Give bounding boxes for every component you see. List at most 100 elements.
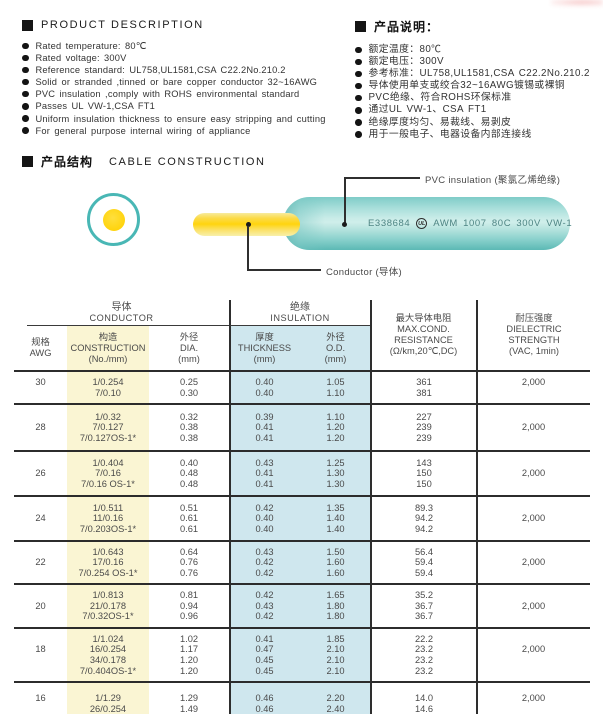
cell-value: 1.20 [326,432,345,443]
cell-value: 17/0.16 [92,557,124,568]
cell-value: 2,000 [521,422,546,433]
desc-en-item-text: Solid or stranded ,tinned or bare copper… [35,77,318,88]
cell-value: 1.20 [179,655,199,665]
cell-value: 1/0.32 [95,411,121,422]
cell-value: 0.51 [179,502,199,513]
cell-value: 0.38 [179,422,199,433]
desc-cn-item-text: 额定电压：300V [368,56,444,68]
ul-logo-icon: UL [416,218,428,229]
cell-resistance: 22.2 23.2 23.2 23.2 [371,629,477,681]
cell-resistance: 56.4 59.4 59.4 [371,542,477,583]
cell-strength: 2,000 [477,405,590,450]
conductor-group-header: 导体 CONDUCTOR [14,302,229,324]
cell-construction: 1/0.404 7/0.16 7/0.16 OS-1* [67,452,149,495]
cell-awg: 16 [14,683,67,714]
desc-en-item-text: PVC insulation ,comply with ROHS environ… [35,89,300,100]
cell-value: 7/0.32OS-1* [82,611,134,622]
cell-value: 1.17 [179,644,199,655]
cell-resistance: 361 381 [371,372,477,403]
cell-value [14,479,67,490]
callout-line [344,177,346,223]
cell-value [477,524,590,535]
cell-value: 0.61 [179,513,199,524]
cell-value: 239 [416,422,432,433]
column-header-thickness: 厚度 THICKNESS (mm) [229,326,300,370]
cell-construction: 1/0.643 17/0.16 7/0.254 OS-1* [67,542,149,583]
column-header-line: (mm) [178,353,200,364]
cell-value: 14.6 [414,704,434,714]
bullet-icon [355,107,362,114]
conductor-core-circle [102,208,125,231]
bullet-icon [22,42,29,50]
desc-en-item-text: Rated voltage: 300V [35,53,127,64]
desc-cn-item-text: 导体使用单支或绞合32~16AWG镀锡或裸铜 [368,80,566,92]
cell-value: 7/0.127OS-1* [79,432,137,443]
cell-value: 0.43 [255,600,274,611]
cell-value: 0.41 [255,478,274,489]
cable-construction-header: 产品结构 CABLE CONSTRUCTION [22,153,266,170]
cell-value: 1.20 [326,422,345,433]
callout-line [247,269,321,271]
cell-value: 22 [35,557,46,568]
cell-value: 2,000 [521,376,546,387]
table-row-group-awg-28: 28 1/0.32 7/0.127 7/0.127OS-1* 0.32 0.38 0.38… [14,403,590,450]
column-header-construction: 构造 CONSTRUCTION (No./mm) [67,326,149,370]
subheader-rule [27,324,229,326]
cell-value: 7/0.127 [92,422,124,433]
cable-spec-text: AWM 1007 80C 300V VW-1 [433,218,573,229]
conductor-group-cn: 导体 [111,302,132,313]
cell-thickness: 0.43 0.41 0.41 [229,452,300,495]
cell-value: 7/0.203OS-1* [79,523,137,534]
cell-value: 381 [416,387,432,398]
callout-dot [342,221,347,227]
column-header-line: 规格 [31,337,50,347]
desc-en-item: Passes UL VW-1,CSA FT1 [22,100,326,112]
cell-strength: 2,000 [477,629,590,681]
desc-cn-item: 参考标准：UL758,UL1581,CSA C22.2No.210.2 [355,68,590,80]
strength-column-header: 耐压强度 DIELECTRIC STRENGTH (VAC, 1min) [478,300,590,370]
cell-value: 20 [35,600,46,611]
cell-value [14,666,67,677]
cell-value: 7/0.10 [95,387,121,398]
cell-value [477,458,590,469]
cell-value: 0.40 [255,513,274,524]
cell-value [14,458,67,469]
cable-diagram: E338684 UL AWM 1007 80C 300V VW-1 PVC in… [0,0,603,300]
cell-value: 1/1.024 [92,633,124,644]
cell-strength: 2,000 [477,683,590,714]
cell-value: 36.7 [414,600,434,611]
cell-value: 1.35 [326,502,345,513]
desc-cn-item: 额定电压：300V [355,56,590,68]
cell-value: 1.10 [326,387,345,398]
product-description-list: Rated temperature: 80℃ Rated voltage: 300… [22,40,326,137]
cell-value: 2.10 [326,665,345,676]
square-bullet-icon [22,156,33,167]
column-header-line: 耐压强度 [515,313,553,323]
cell-value: 0.45 [255,655,274,665]
cell-value: 7/0.16 OS-1* [81,478,135,489]
table-row-group-awg-24: 24 1/0.511 11/0.16 7/0.203OS-1* 0.51 0.61 0.6… [14,495,590,540]
cell-strength: 2,000 [477,452,590,495]
cell-thickness: 0.39 0.41 0.41 [229,405,300,450]
column-header-line: 最大导体电阻 [395,313,452,323]
insulation-group-header: 绝缘 INSULATION [230,302,370,324]
cell-value: 36.7 [414,611,434,622]
callout-line [247,226,249,270]
bullet-icon [355,131,362,138]
cell-value: 0.76 [179,567,199,578]
table-vertical-rule [476,300,478,714]
cell-value: 94.2 [414,513,434,524]
cell-construction: 1/0.813 21/0.178 7/0.32OS-1* [67,585,149,627]
cell-value: 0.43 [255,457,274,468]
cell-value: 2,000 [521,693,546,704]
cell-awg: 30 [14,372,67,403]
cell-value [477,547,590,558]
cell-value: 59.4 [414,567,434,578]
column-header-line: (mm) [253,353,276,364]
cell-value: 0.61 [179,523,199,534]
column-header-line: 外径 [179,331,199,342]
desc-en-item-text: Reference standard: UL758,UL1581,CSA C22… [35,65,286,76]
cell-value: 0.46 [255,693,274,704]
desc-cn-item: PVC绝缘、符合ROHS环保标准 [355,92,590,104]
column-header-od: 外径 O.D. (mm) [300,326,371,370]
